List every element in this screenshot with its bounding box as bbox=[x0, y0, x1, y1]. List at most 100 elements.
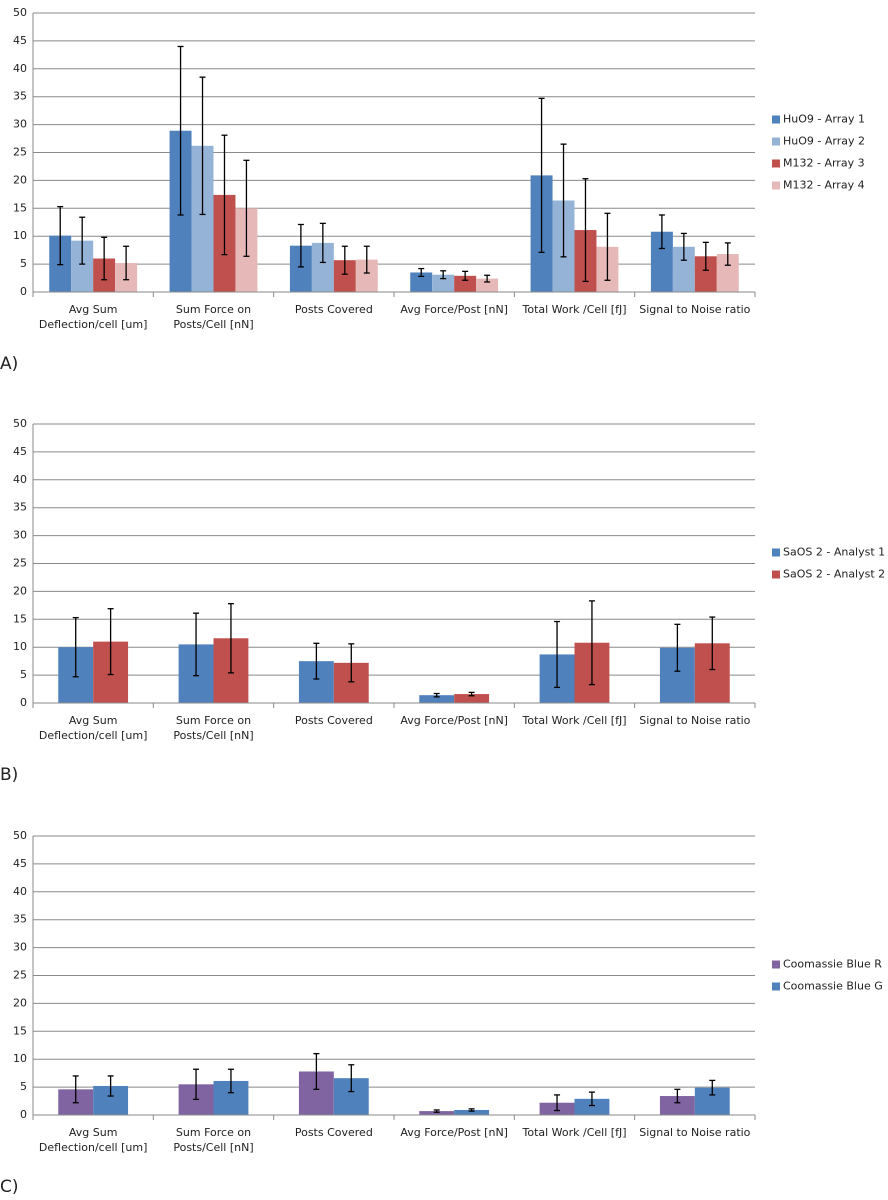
error-bar bbox=[193, 1068, 200, 1101]
x-tick-label: Signal to Noise ratio bbox=[639, 303, 751, 316]
bar bbox=[476, 278, 499, 292]
y-tick-label: 0 bbox=[20, 285, 27, 298]
y-tick-label: 15 bbox=[13, 201, 27, 214]
y-tick-label: 0 bbox=[20, 1108, 27, 1121]
legend-label: SaOS 2 - Analyst 2 bbox=[783, 568, 885, 581]
error-bar bbox=[101, 236, 108, 281]
bar bbox=[672, 246, 695, 292]
y-tick-label: 25 bbox=[13, 557, 27, 570]
bar bbox=[419, 695, 455, 703]
y-tick-label: 40 bbox=[13, 473, 27, 486]
x-tick-label: Sum Force on Posts/Cell [nN] bbox=[173, 1126, 254, 1154]
error-bar bbox=[227, 1068, 234, 1094]
error-bar bbox=[123, 245, 130, 281]
y-tick-label: 25 bbox=[13, 969, 27, 982]
error-bar bbox=[484, 274, 491, 283]
bar bbox=[419, 1111, 455, 1115]
panel-label: A) bbox=[0, 354, 19, 374]
bar bbox=[191, 145, 214, 292]
error-bar bbox=[79, 216, 86, 265]
error-bar bbox=[674, 623, 681, 672]
error-bar bbox=[348, 643, 355, 683]
y-tick-label: 20 bbox=[13, 996, 27, 1009]
bar bbox=[289, 245, 312, 292]
x-tick-label: Avg Force/Post [nN] bbox=[400, 303, 508, 316]
error-bar bbox=[604, 212, 611, 281]
error-bar bbox=[440, 270, 447, 280]
error-bar bbox=[57, 205, 64, 266]
bar bbox=[716, 254, 739, 292]
error-bar bbox=[243, 159, 250, 257]
error-bar bbox=[468, 1108, 475, 1112]
legend-label: HuO9 - Array 1 bbox=[783, 113, 865, 126]
error-bar bbox=[297, 223, 304, 268]
error-bar bbox=[658, 214, 665, 250]
bar bbox=[454, 1109, 490, 1115]
error-bar bbox=[724, 242, 731, 266]
error-bar bbox=[199, 76, 206, 216]
y-tick-label: 15 bbox=[13, 1024, 27, 1037]
error-bar bbox=[177, 45, 184, 216]
error-bar bbox=[418, 267, 425, 278]
y-tick-label: 45 bbox=[13, 857, 27, 870]
error-bar bbox=[433, 692, 440, 698]
y-tick-label: 50 bbox=[13, 6, 27, 19]
error-bar bbox=[193, 612, 200, 677]
x-tick-label: Total Work /Cell [fJ] bbox=[522, 303, 627, 316]
y-tick-label: 40 bbox=[13, 62, 27, 75]
error-bar bbox=[107, 1075, 114, 1097]
error-bar bbox=[319, 222, 326, 264]
legend-swatch bbox=[772, 960, 780, 969]
bar bbox=[650, 231, 673, 292]
legend-label: M132 - Array 4 bbox=[783, 179, 865, 192]
x-tick-label: Signal to Noise ratio bbox=[639, 1126, 751, 1139]
error-bar bbox=[348, 1064, 355, 1093]
error-bar bbox=[72, 616, 79, 678]
y-tick-label: 45 bbox=[13, 445, 27, 458]
x-tick-label: Avg Sum Deflection/cell [um] bbox=[38, 1126, 148, 1154]
x-tick-label: Signal to Noise ratio bbox=[639, 714, 751, 727]
x-tick-label: Sum Force on Posts/Cell [nN] bbox=[173, 303, 254, 331]
bar bbox=[333, 260, 356, 292]
error-bar bbox=[72, 1075, 79, 1104]
error-bar bbox=[468, 691, 475, 697]
x-tick-label: Avg Force/Post [nN] bbox=[400, 714, 508, 727]
error-bar bbox=[227, 603, 234, 674]
legend-swatch bbox=[772, 181, 780, 190]
legend-swatch bbox=[772, 115, 780, 124]
error-bar bbox=[560, 143, 567, 258]
error-bar bbox=[313, 1052, 320, 1090]
error-bar bbox=[554, 620, 561, 689]
error-bar bbox=[433, 1109, 440, 1113]
error-bar bbox=[588, 1091, 595, 1107]
y-tick-label: 30 bbox=[13, 118, 27, 131]
legend-swatch bbox=[772, 137, 780, 146]
legend-label: SaOS 2 - Analyst 1 bbox=[783, 546, 885, 559]
legend-swatch bbox=[772, 570, 780, 579]
legend-label: Coomassie Blue R bbox=[783, 958, 882, 971]
x-tick-label: Avg Sum Deflection/cell [um] bbox=[38, 714, 148, 742]
y-tick-label: 10 bbox=[13, 640, 27, 653]
y-tick-label: 35 bbox=[13, 913, 27, 926]
x-tick-label: Sum Force on Posts/Cell [nN] bbox=[173, 714, 254, 742]
legend-swatch bbox=[772, 548, 780, 557]
error-bar bbox=[462, 270, 469, 281]
error-bar bbox=[554, 1094, 561, 1112]
bar bbox=[574, 1098, 610, 1115]
y-tick-label: 35 bbox=[13, 90, 27, 103]
error-bar bbox=[674, 1088, 681, 1104]
bar bbox=[355, 259, 378, 292]
bar bbox=[311, 242, 334, 292]
bar bbox=[454, 275, 477, 292]
y-tick-label: 50 bbox=[13, 829, 27, 842]
x-tick-label: Posts Covered bbox=[294, 303, 373, 316]
y-tick-label: 5 bbox=[20, 257, 27, 270]
error-bar bbox=[221, 134, 228, 256]
panel-label: B) bbox=[0, 765, 19, 785]
panel-label: C) bbox=[0, 1177, 19, 1197]
error-bar bbox=[709, 616, 716, 671]
y-tick-label: 10 bbox=[13, 229, 27, 242]
legend-label: M132 - Array 3 bbox=[783, 157, 865, 170]
